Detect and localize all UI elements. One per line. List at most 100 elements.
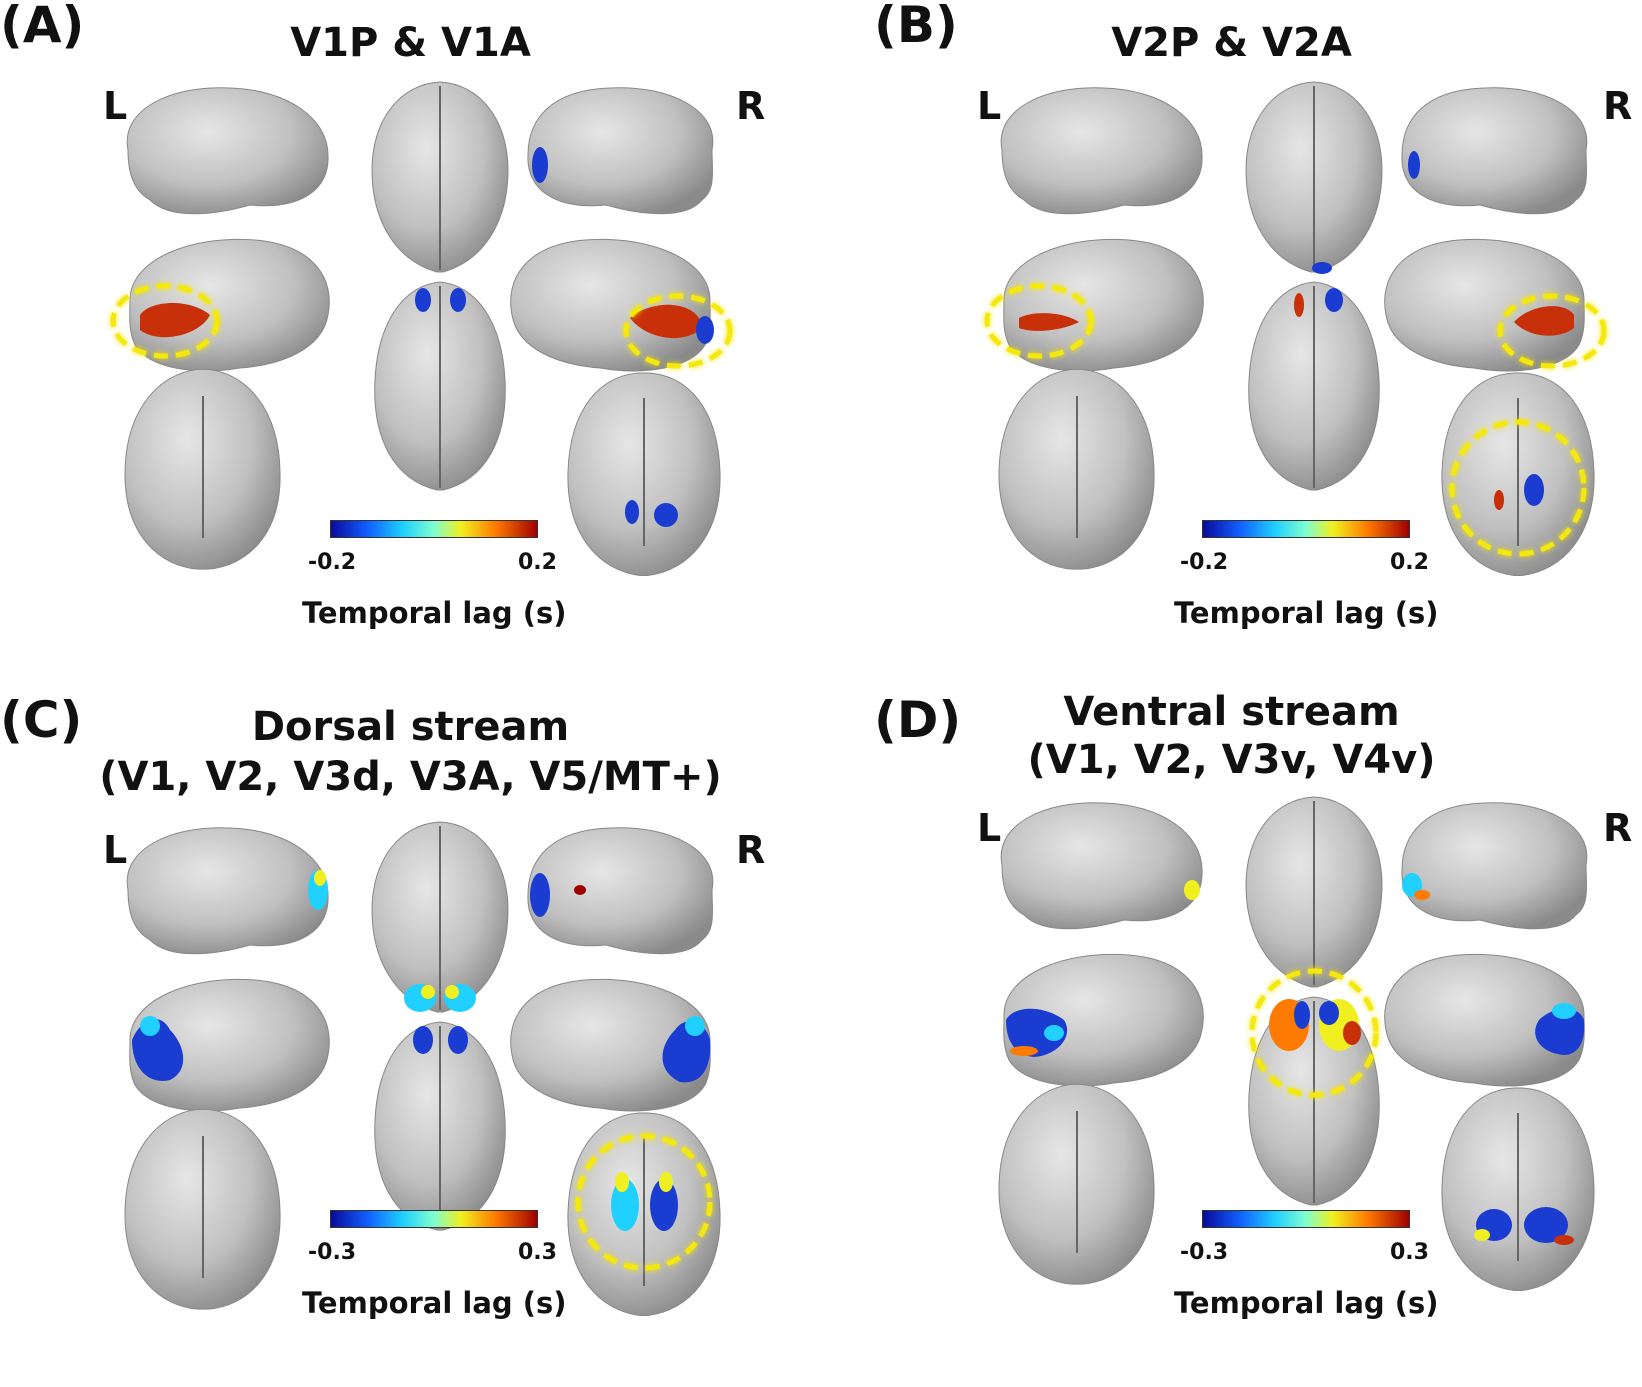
activation-blob [650, 1179, 678, 1231]
colorbar-max: 0.3 [1390, 1240, 1429, 1265]
brain-lateral-left [1000, 802, 1203, 930]
activation-blob [574, 885, 586, 895]
activation-blob [1494, 490, 1504, 510]
brain-medial-left [1003, 238, 1204, 372]
activation-blob [1474, 1229, 1490, 1241]
left-hemisphere-label: L [977, 806, 1002, 850]
brain-medial-right [1384, 238, 1585, 372]
colorbar-max: 0.2 [518, 550, 557, 575]
highlight-circle [984, 283, 1094, 359]
activation-blob [1402, 873, 1422, 897]
activation-blob [685, 1016, 705, 1036]
colorbar-min: -0.3 [1180, 1240, 1229, 1265]
colorbar-max: 0.3 [518, 1240, 557, 1265]
brain-medial-right [1384, 953, 1585, 1087]
left-hemisphere-label: L [103, 84, 128, 128]
right-hemisphere-label: R [736, 828, 766, 872]
brain-medial-left [129, 978, 330, 1112]
brain-medial-right [510, 978, 711, 1112]
panel-c: (C) Dorsal stream (V1, V2, V3d, V3A, V5/… [0, 690, 821, 1380]
brain-lateral-right [1401, 802, 1588, 930]
activation-blob [1006, 1008, 1068, 1057]
colorbar-min: -0.2 [308, 550, 357, 575]
activation-blob [1325, 288, 1343, 312]
brain-views [124, 821, 721, 1316]
brain-lateral-right [1401, 87, 1588, 215]
highlight-circle [1249, 968, 1379, 1098]
activation-blob [659, 1172, 673, 1192]
highlight-circle [110, 283, 220, 359]
activation-blob [1535, 1008, 1585, 1055]
right-hemisphere-label: R [1603, 806, 1633, 850]
activation-blob [532, 147, 548, 183]
brain-views [110, 81, 733, 576]
brain-views [984, 81, 1607, 576]
brain-lateral-left [126, 87, 329, 215]
panel-a: (A) V1P & V1A L R -0.2 0.2 Te [0, 0, 821, 690]
activation-blob [1554, 1235, 1574, 1245]
activation-blob [1524, 1207, 1568, 1243]
brain-lateral-left [126, 827, 329, 955]
panel-b: (B) V2P & V2A L R -0.2 0.2 Temporal lag … [821, 0, 1642, 690]
brain-medial-left [129, 238, 330, 372]
panel-label: (D) [874, 691, 962, 749]
activation-blob [1044, 1025, 1064, 1041]
activation-blob [615, 1172, 629, 1192]
brain-views [998, 796, 1595, 1291]
brain-lateral-left [1000, 87, 1203, 215]
panel-label: (C) [0, 691, 83, 749]
colorbar-label: Temporal lag (s) [1174, 1286, 1439, 1320]
activation-blob [630, 304, 700, 339]
colorbar [330, 1210, 538, 1228]
panel-title: Dorsal stream [251, 704, 570, 750]
activation-blob [625, 500, 639, 524]
activation-blob [450, 288, 466, 312]
colorbar-max: 0.2 [1390, 550, 1429, 575]
activation-blob [421, 985, 435, 999]
activation-blob [140, 302, 210, 338]
activation-blob [1019, 313, 1079, 331]
colorbar-label: Temporal lag (s) [302, 1286, 567, 1320]
highlight-circle [623, 293, 733, 369]
activation-blob [1184, 880, 1200, 900]
colorbar-min: -0.3 [308, 1240, 357, 1265]
highlight-circle [575, 1133, 713, 1271]
brain-lateral-right [527, 827, 714, 955]
panel-subtitle: (V1, V2, V3v, V4v) [1027, 737, 1436, 783]
colorbar-label: Temporal lag (s) [302, 596, 567, 630]
activation-blob [1294, 293, 1304, 317]
activation-blob [1312, 262, 1332, 274]
right-hemisphere-label: R [736, 84, 766, 128]
activation-blob [445, 985, 459, 999]
highlight-circle [1449, 419, 1587, 557]
activation-blob [413, 1026, 433, 1054]
activation-blob [1010, 1046, 1038, 1056]
activation-blob [1294, 1001, 1310, 1029]
activation-blob [1552, 1003, 1576, 1019]
right-hemisphere-label: R [1603, 84, 1633, 128]
activation-blob [696, 316, 714, 344]
activation-blob [1319, 1001, 1339, 1025]
panel-label: (B) [874, 0, 958, 54]
activation-blob [654, 503, 678, 527]
colorbar-min: -0.2 [1180, 550, 1229, 575]
activation-blob [140, 1016, 160, 1036]
panel-title: Ventral stream [1063, 689, 1400, 735]
activation-blob [1343, 1021, 1361, 1045]
activation-blob [611, 1179, 639, 1231]
brain-lateral-right [527, 87, 714, 215]
activation-blob [1414, 890, 1430, 900]
activation-blob [1408, 151, 1420, 179]
activation-blob [1524, 474, 1544, 506]
panel-d: (D) Ventral stream (V1, V2, V3v, V4v) L … [821, 689, 1642, 1380]
activation-blob [662, 1021, 711, 1083]
panel-title: V2P & V2A [1111, 20, 1352, 66]
highlight-circle [1497, 293, 1607, 369]
activation-blob [132, 1019, 184, 1081]
activation-blob [1514, 306, 1574, 336]
colorbar [1202, 1210, 1410, 1228]
panel-label: (A) [0, 0, 85, 54]
left-hemisphere-label: L [103, 828, 128, 872]
colorbar-label: Temporal lag (s) [1174, 596, 1439, 630]
activation-blob [448, 1026, 468, 1054]
